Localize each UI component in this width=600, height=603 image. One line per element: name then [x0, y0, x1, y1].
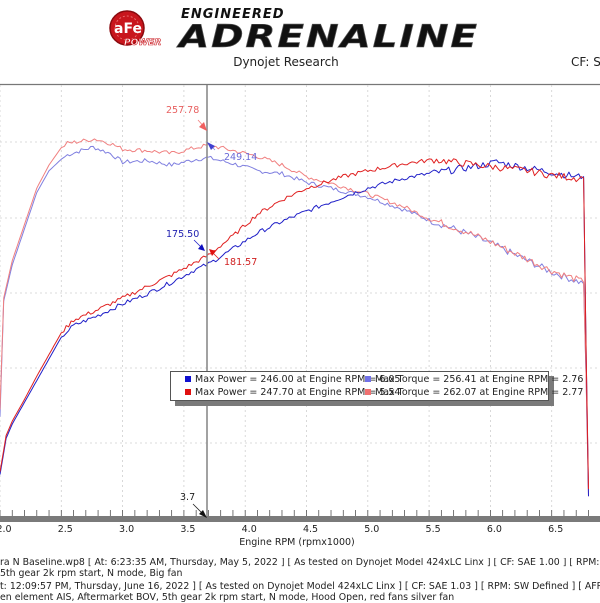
run2-torque-cursor-value: 257.78: [166, 105, 199, 116]
chart-legend: Max Power = 246.00 at Engine RPM = 6.05 …: [170, 371, 549, 401]
gridlines: [0, 85, 600, 516]
x-axis-ticks: [0, 510, 588, 516]
run1-power-cursor-value: 175.50: [166, 229, 199, 240]
run2-power-cursor-value: 181.57: [224, 257, 257, 268]
run1-info-line2: 5th gear 2k rpm start, N mode, Big fan: [0, 569, 600, 580]
legend-swatch-icon: [185, 389, 191, 395]
cursor-markers: [193, 120, 219, 518]
x-tick-label: 5.5: [426, 524, 441, 535]
run2-info-line1: t: 12:09:57 PM, Thursday, June 16, 2022 …: [0, 582, 600, 593]
legend-swatch-icon: [185, 376, 191, 382]
series-line: [0, 160, 589, 496]
x-tick-label: 3.5: [180, 524, 195, 535]
x-tick-label: 3.0: [119, 524, 134, 535]
x-tick-label: 2.0: [0, 524, 12, 535]
run-info-footer: ra N Baseline.wp8 [ At: 6:23:35 AM, Thur…: [0, 558, 600, 603]
cursor-rpm-value: 3.7: [180, 492, 195, 503]
series-line: [0, 159, 589, 489]
run2-info-line2: en element AIS, Aftermarket BOV, 5th gea…: [0, 593, 600, 603]
run1-torque-cursor-value: 249.14: [224, 152, 257, 163]
legend-swatch-icon: [365, 389, 371, 395]
legend-swatch-icon: [365, 376, 371, 382]
x-axis-label: Engine RPM (rpmx1000): [0, 537, 600, 548]
run1-info-line1: ra N Baseline.wp8 [ At: 6:23:35 AM, Thur…: [0, 558, 600, 569]
x-axis-bar: [0, 516, 600, 522]
x-tick-label: 6.0: [487, 524, 502, 535]
x-tick-label: 5.0: [364, 524, 379, 535]
run2-torque-arrow-icon: [199, 122, 207, 131]
legend-run2-torque: Max Torque = 262.07 at Engine RPM = 2.77: [365, 386, 583, 399]
x-tick-label: 2.5: [58, 524, 73, 535]
x-tick-label: 4.0: [242, 524, 257, 535]
x-tick-label: 6.5: [548, 524, 563, 535]
x-tick-label: 4.5: [303, 524, 318, 535]
legend-run1-torque: Max Torque = 256.41 at Engine RPM = 2.76: [365, 373, 583, 386]
